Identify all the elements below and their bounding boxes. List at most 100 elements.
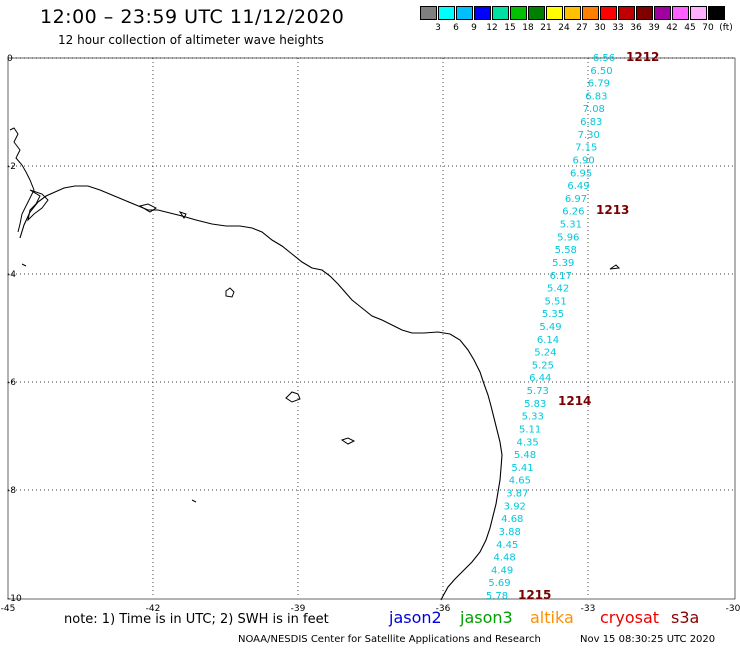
wave-height-label: 6.83	[585, 91, 607, 102]
scale-swatch	[420, 6, 437, 20]
island-4	[609, 264, 621, 270]
lat-tick-label: -8	[7, 486, 16, 496]
lat-tick-label: 0	[7, 54, 13, 64]
pass-time-label: 1215	[518, 588, 551, 602]
wave-height-label: 6.14	[537, 335, 559, 346]
lon-tick-label: -36	[436, 604, 451, 614]
scale-swatch	[582, 6, 599, 20]
wave-height-label: 5.35	[542, 309, 564, 320]
coastline-islands-west	[9, 127, 187, 233]
scale-swatch	[546, 6, 563, 20]
wave-height-label: 6.50	[590, 66, 612, 77]
island-5	[21, 263, 27, 267]
wave-height-label: 6.90	[572, 156, 594, 167]
scale-swatch	[708, 6, 725, 20]
wave-height-label: 6.44	[529, 373, 551, 384]
scale-label: 12	[486, 23, 498, 33]
pass-time-label: 1213	[596, 203, 629, 217]
wave-height-label: 5.33	[522, 412, 544, 423]
chart-title: 12:00 – 23:59 UTC 11/12/2020	[40, 6, 345, 28]
wave-height-label: 3.92	[504, 501, 526, 512]
wave-height-label: 5.42	[547, 284, 569, 295]
wave-height-label: 5.25	[532, 360, 554, 371]
wave-height-label: 6.26	[562, 207, 584, 218]
scale-swatch	[456, 6, 473, 20]
wave-height-label: 4.35	[516, 437, 538, 448]
wave-height-label: 5.31	[560, 220, 582, 231]
axis-labels: -45 -42 -39 -36 -33 -30 0 -2 -4 -6 -8 -10	[1, 54, 740, 614]
scale-swatch	[492, 6, 509, 20]
wave-height-label: 5.58	[555, 245, 577, 256]
scale-label: 30	[594, 23, 606, 33]
lon-tick-label: -30	[726, 604, 740, 614]
wave-height-label: 6.83	[580, 117, 602, 128]
wave-height-label: 5.24	[534, 348, 556, 359]
map-grid	[8, 57, 735, 598]
scale-label: (ft)	[719, 23, 733, 33]
scale-label: 39	[648, 23, 660, 33]
island-6	[191, 499, 197, 503]
pass-time-labels: 1212 1213 1214 1215	[518, 50, 659, 602]
island-1	[225, 287, 235, 298]
wave-height-label: 7.15	[575, 143, 597, 154]
wave-height-label: 5.49	[539, 322, 561, 333]
scale-label: 18	[522, 23, 534, 33]
legend-altika: altika	[530, 608, 574, 627]
lat-tick-label: -10	[7, 594, 22, 604]
wave-height-label: 3.87	[506, 489, 528, 500]
chart-subtitle: 12 hour collection of altimeter wave hei…	[58, 33, 324, 47]
lat-tick-label: -4	[7, 270, 16, 280]
units-note: note: 1) Time is in UTC; 2) SWH is in fe…	[64, 612, 329, 627]
scale-label: 3	[435, 23, 441, 33]
map-frame	[7, 57, 736, 600]
scale-swatch	[654, 6, 671, 20]
legend-cryosat: cryosat	[600, 608, 660, 627]
wave-height-label: 5.78	[486, 591, 508, 602]
scale-label: 6	[453, 23, 459, 33]
wave-height-label: 5.51	[544, 296, 566, 307]
scale-label: 33	[612, 23, 624, 33]
scale-swatch	[618, 6, 635, 20]
scale-label: 24	[558, 23, 570, 33]
wave-height-labels: 6.566.506.796.837.086.837.307.156.906.95…	[486, 53, 615, 602]
legend-s3a: s3a	[671, 608, 700, 627]
wave-height-label: 7.08	[583, 104, 605, 115]
pass-time-label: 1214	[558, 394, 591, 408]
scale-swatch	[510, 6, 527, 20]
wave-height-label: 6.17	[550, 271, 572, 282]
wave-height-label: 4.48	[493, 553, 515, 564]
wave-height-label: 5.83	[524, 399, 546, 410]
scale-label: 45	[684, 23, 696, 33]
legend-jason2: jason2	[389, 608, 442, 627]
scale-swatch	[690, 6, 707, 20]
wave-height-label: 5.41	[511, 463, 533, 474]
island-3	[340, 437, 356, 445]
scale-label: 21	[540, 23, 552, 33]
pass-time-label: 1212	[626, 50, 659, 64]
lon-tick-label: -45	[1, 604, 16, 614]
wave-height-label: 6.97	[565, 194, 587, 205]
wave-height-label: 7.30	[578, 130, 600, 141]
wave-height-label: 4.68	[501, 514, 523, 525]
lon-tick-label: -33	[581, 604, 596, 614]
wave-height-label: 5.69	[488, 578, 510, 589]
wave-height-label: 6.56	[593, 53, 615, 64]
lon-tick-label: -39	[291, 604, 306, 614]
scale-swatch	[564, 6, 581, 20]
scale-swatch	[672, 6, 689, 20]
generation-timestamp: Nov 15 08:30:25 UTC 2020	[580, 634, 716, 645]
scale-swatch	[474, 6, 491, 20]
island-2	[285, 391, 301, 403]
lon-tick-label: -42	[146, 604, 161, 614]
scale-label: 9	[471, 23, 477, 33]
scale-swatch	[528, 6, 545, 20]
lat-tick-label: -6	[7, 378, 16, 388]
scale-swatch	[636, 6, 653, 20]
credit-text: NOAA/NESDIS Center for Satellite Applica…	[238, 634, 541, 645]
coastline	[19, 185, 503, 601]
scale-label: 27	[576, 23, 588, 33]
wave-height-label: 6.49	[567, 181, 589, 192]
wave-height-label: 5.11	[519, 425, 541, 436]
wave-height-label: 5.73	[527, 386, 549, 397]
